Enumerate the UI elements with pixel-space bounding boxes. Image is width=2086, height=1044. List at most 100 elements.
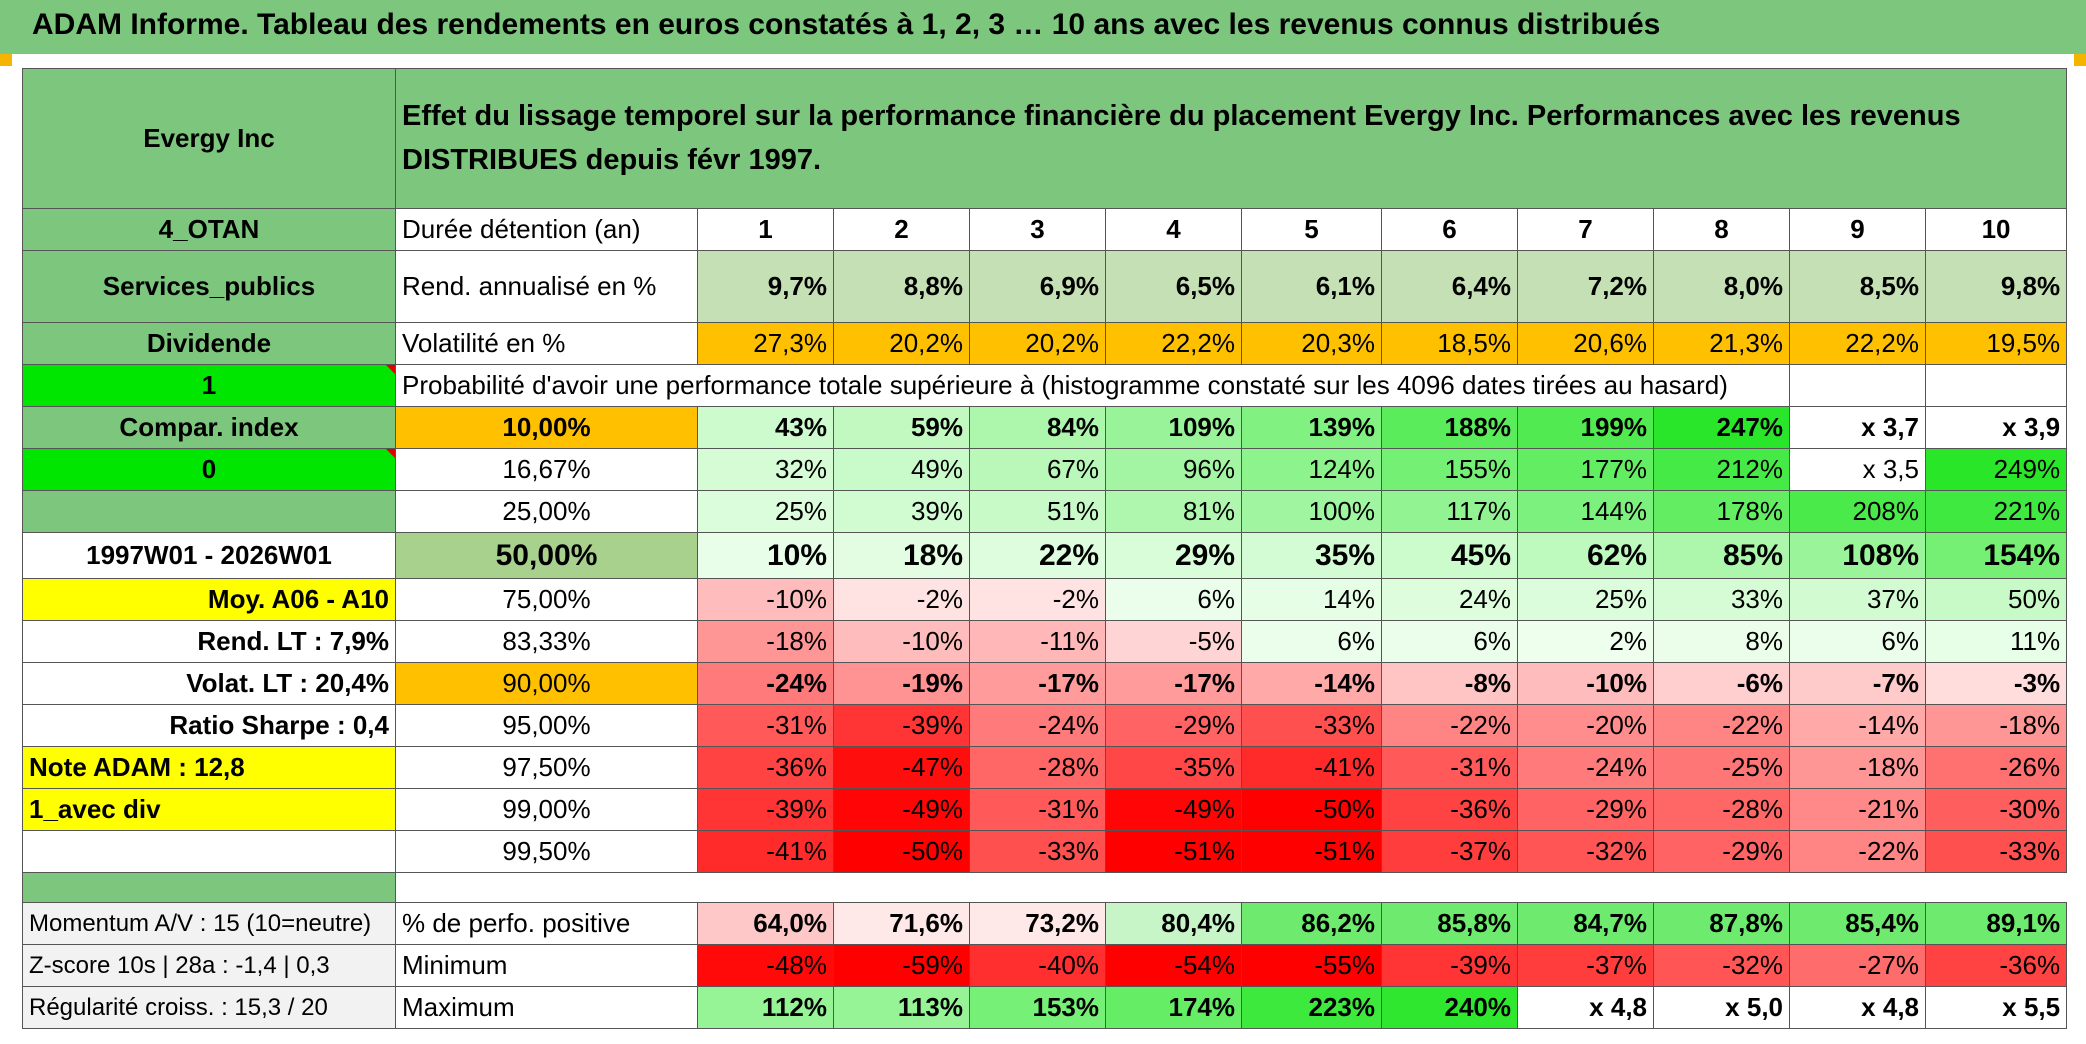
pos-value: 85,4%: [1789, 902, 1926, 945]
max-value: 112%: [697, 986, 834, 1029]
percentile-value: 29%: [1105, 532, 1242, 579]
percentile-row: Compar. index 10,00% 43% 59% 84% 109% 139% 188%…: [22, 406, 2068, 449]
min-value: -59%: [833, 944, 970, 987]
percentile-value: -24%: [969, 704, 1106, 747]
pos-value: 84,7%: [1517, 902, 1654, 945]
percentile-value: -24%: [1517, 746, 1654, 789]
percentile-value: -10%: [1517, 662, 1654, 705]
min-row: Z-score 10s | 28a : -1,4 | 0,3 Minimum -48…: [22, 944, 2068, 987]
side-label: [22, 490, 396, 533]
percentile-value: -5%: [1105, 620, 1242, 663]
max-value: 240%: [1381, 986, 1518, 1029]
year-header: 9: [1789, 208, 1926, 251]
year-header: 1: [697, 208, 834, 251]
percentile-value: 6%: [1381, 620, 1518, 663]
percentile-value: 124%: [1241, 448, 1382, 491]
pos-label: % de perfo. positive: [395, 902, 698, 945]
percentile-value: -18%: [1789, 746, 1926, 789]
percentile-value: -51%: [1105, 830, 1242, 873]
percentile-value: 49%: [833, 448, 970, 491]
percentile-value: 100%: [1241, 490, 1382, 533]
pos-value: 71,6%: [833, 902, 970, 945]
percentile-value: 199%: [1517, 406, 1654, 449]
rend-value: 8,0%: [1653, 250, 1790, 323]
side-label: 1997W01 - 2026W01: [22, 532, 396, 579]
rend-value: 9,8%: [1924, 250, 2068, 323]
percentile-value: -10%: [833, 620, 970, 663]
percentile-value: -39%: [697, 788, 834, 831]
min-value: -54%: [1105, 944, 1242, 987]
pos-value: 85,8%: [1381, 902, 1518, 945]
percentile-row: 0 16,67% 32% 49% 67% 96% 124% 155% 177% 212% x 3,5…: [22, 448, 2068, 491]
min-value: -40%: [969, 944, 1106, 987]
percentile-value: 84%: [969, 406, 1106, 449]
min-value: -39%: [1381, 944, 1518, 987]
percentile-value: -28%: [1653, 788, 1790, 831]
percentile-value: -29%: [1517, 788, 1654, 831]
min-value: -55%: [1241, 944, 1382, 987]
percentile-value: -49%: [833, 788, 970, 831]
percentile-value: 249%: [1924, 448, 2068, 491]
percentile-value: -36%: [697, 746, 834, 789]
returns-table: Evergy Inc Effet du lissage temporel sur …: [22, 68, 2068, 1029]
percentile-value: 59%: [833, 406, 970, 449]
gap-cell: [22, 872, 396, 903]
max-value: x 4,8: [1789, 986, 1926, 1029]
percentile-value: -35%: [1105, 746, 1242, 789]
year-header: 4: [1105, 208, 1242, 251]
percentile-label: 50,00%: [395, 532, 698, 579]
percentile-value: -3%: [1924, 662, 2068, 705]
percentile-value: -33%: [1241, 704, 1382, 747]
rend-value: 7,2%: [1517, 250, 1654, 323]
percentile-value: -49%: [1105, 788, 1242, 831]
percentile-value: 108%: [1789, 532, 1926, 579]
percentile-value: 67%: [969, 448, 1106, 491]
percentile-value: -26%: [1924, 746, 2068, 789]
percentile-value: 37%: [1789, 578, 1926, 621]
year-header: 10: [1924, 208, 2068, 251]
percentile-value: 35%: [1241, 532, 1382, 579]
max-value: 153%: [969, 986, 1106, 1029]
percentile-label: 97,50%: [395, 746, 698, 789]
regularity-label: Régularité croiss. : 15,3 / 20: [22, 986, 396, 1029]
percentile-value: -17%: [969, 662, 1106, 705]
side-label: Dividende: [22, 322, 396, 365]
percentile-value: 62%: [1517, 532, 1654, 579]
percentile-label: 83,33%: [395, 620, 698, 663]
pos-value: 86,2%: [1241, 902, 1382, 945]
percentile-row: Rend. LT : 7,9% 83,33% -18% -10% -11% -5% 6% 6%…: [22, 620, 2068, 663]
side-label: Rend. LT : 7,9%: [22, 620, 396, 663]
percentile-value: 10%: [697, 532, 834, 579]
vol-value: 20,2%: [969, 322, 1106, 365]
year-header: 2: [833, 208, 970, 251]
vol-value: 20,6%: [1517, 322, 1654, 365]
percentile-value: 32%: [697, 448, 834, 491]
percentile-label: 99,50%: [395, 830, 698, 873]
rend-label: Rend. annualisé en %: [395, 250, 698, 323]
percentile-label: 75,00%: [395, 578, 698, 621]
percentile-value: -37%: [1381, 830, 1518, 873]
description: Effet du lissage temporel sur la perform…: [394, 68, 2068, 209]
min-value: -48%: [697, 944, 834, 987]
percentile-label: 95,00%: [395, 704, 698, 747]
year-header: 8: [1653, 208, 1790, 251]
percentile-row: 25,00% 25% 39% 51% 81% 100% 117% 144% 178% 208% 22…: [22, 490, 2068, 533]
percentile-value: 50%: [1924, 578, 2068, 621]
side-label: Ratio Sharpe : 0,4: [22, 704, 396, 747]
percentile-label: 10,00%: [395, 406, 698, 449]
percentile-value: 45%: [1381, 532, 1518, 579]
rend-row: Services_publics Rend. annualisé en % 9,7%…: [22, 250, 2068, 323]
pos-value: 73,2%: [969, 902, 1106, 945]
zscore-label: Z-score 10s | 28a : -1,4 | 0,3: [22, 944, 396, 987]
vol-value: 18,5%: [1381, 322, 1518, 365]
max-row: Régularité croiss. : 15,3 / 20 Maximum 112…: [22, 986, 2068, 1029]
year-header: 7: [1517, 208, 1654, 251]
percentile-value: 96%: [1105, 448, 1242, 491]
percentile-value: 188%: [1381, 406, 1518, 449]
percentile-value: -2%: [833, 578, 970, 621]
percentile-value: -51%: [1241, 830, 1382, 873]
percentile-value: -19%: [833, 662, 970, 705]
percentile-label: 90,00%: [395, 662, 698, 705]
empty-cell: [1789, 364, 1926, 407]
percentile-value: 25%: [697, 490, 834, 533]
